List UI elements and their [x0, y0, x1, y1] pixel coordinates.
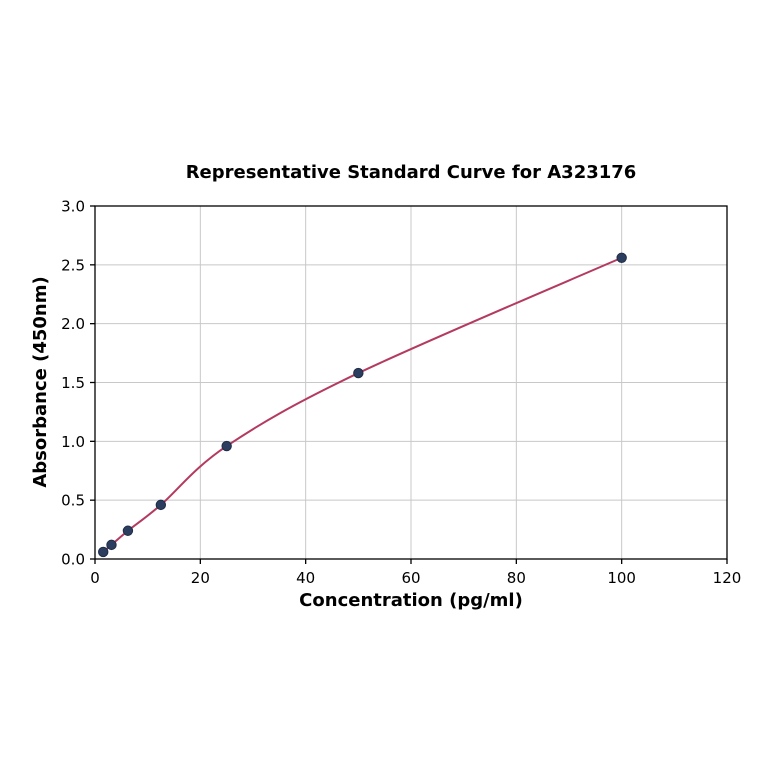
- data-point: [353, 367, 364, 379]
- chart-title: Representative Standard Curve for A32317…: [186, 162, 637, 183]
- data-point: [122, 525, 134, 536]
- y-tick-label: 1.0: [61, 433, 85, 451]
- data-point: [616, 252, 627, 263]
- x-tick-label: 80: [507, 569, 526, 587]
- data-point: [155, 499, 167, 511]
- plot-area: 0 20 40 60 80 100 120 0.0 0.5 1.0 1.5 2.0 2.5 3.0: [61, 198, 741, 588]
- x-axis-label: Concentration (pg/ml): [299, 590, 523, 611]
- x-tick-label: 0: [90, 569, 100, 587]
- x-tick-label: 120: [713, 569, 742, 587]
- y-tick-label: 1.5: [61, 374, 85, 392]
- fit-curve: [102, 256, 623, 553]
- x-tick-label: 40: [296, 569, 315, 587]
- data-point: [221, 440, 232, 452]
- data-point: [106, 539, 117, 551]
- data-point: [98, 546, 109, 558]
- x-tick-label: 60: [401, 569, 420, 587]
- y-tick-label: 2.5: [61, 256, 85, 274]
- y-tick-label: 3.0: [61, 198, 85, 216]
- x-tick-label: 20: [191, 569, 210, 587]
- y-axis-label: Absorbance (450nm): [30, 276, 51, 487]
- y-tick-label: 0.5: [61, 492, 85, 510]
- y-tick-label: 0.0: [61, 551, 85, 569]
- y-tick-label: 2.0: [61, 315, 85, 333]
- x-tick-label: 100: [607, 569, 636, 587]
